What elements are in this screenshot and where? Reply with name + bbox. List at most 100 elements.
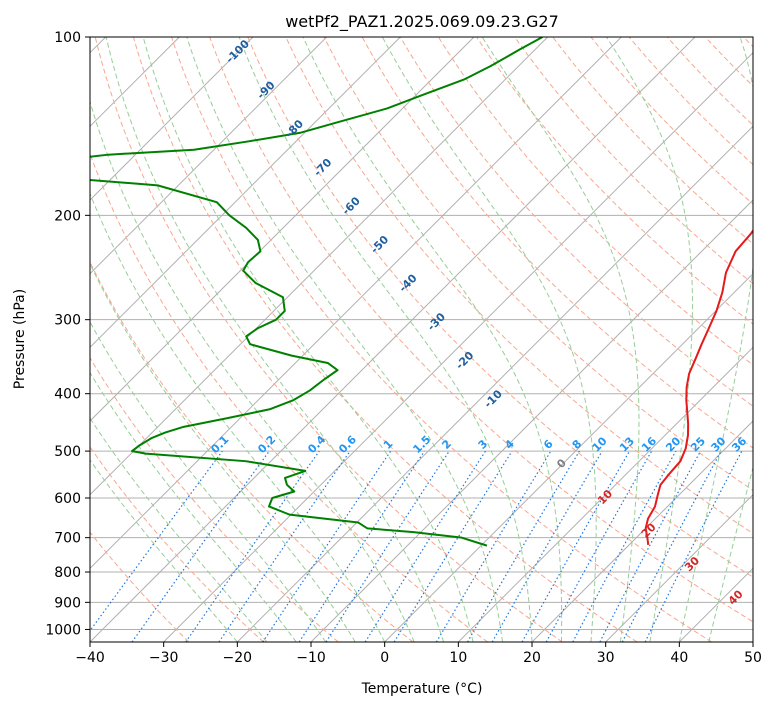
- x-tick-label: 50: [744, 650, 762, 666]
- dry-adiabat-line: [361, 37, 753, 449]
- dry-adiabat-line: [514, 37, 753, 285]
- isotherm-line: [236, 125, 753, 642]
- dry-adiabat-line: [552, 37, 753, 245]
- mixing-ratio-line: [599, 450, 702, 642]
- dry-adiabat-line: [399, 37, 753, 407]
- isotherm-line: [605, 493, 753, 642]
- moist-adiabat-line: [186, 37, 504, 642]
- temperature-profile-line: [644, 228, 753, 546]
- isotherm-line: [531, 420, 753, 642]
- moist-adiabat-line: [606, 37, 693, 642]
- x-tick-label: 0: [380, 650, 389, 666]
- y-tick-label: 1000: [45, 622, 81, 638]
- dry-adiabat-line: [438, 37, 753, 366]
- mixing-ratio-line: [393, 450, 513, 642]
- dry-adiabat-line: [90, 531, 190, 642]
- y-tick-label: 600: [54, 491, 81, 507]
- moist-adiabat-label: -60: [340, 194, 363, 217]
- y-tick-label: 400: [54, 387, 81, 403]
- isotherm-line: [163, 51, 753, 642]
- dry-adiabat-line: [628, 37, 753, 166]
- x-tick-label: 10: [449, 650, 467, 666]
- mixing-ratio-label: 3: [476, 437, 491, 452]
- isotherm-line: [90, 37, 622, 570]
- dry-adiabat-line: [90, 446, 264, 642]
- moist-adiabat-line: [90, 262, 356, 642]
- y-tick-label: 800: [54, 565, 81, 581]
- mixing-ratio-label: 0.6: [336, 433, 359, 456]
- moist-adiabat-line: [142, 37, 474, 642]
- isotherm-line: [90, 37, 696, 642]
- moist-adiabat-label: -10: [482, 387, 505, 410]
- isotherm-line: [752, 641, 753, 642]
- dry-adiabat-line: [743, 37, 753, 48]
- plot-frame: [89, 36, 754, 643]
- mixing-ratio-label: 1.5: [410, 433, 433, 456]
- x-tick-label: −10: [296, 650, 326, 666]
- isotherm-line: [90, 37, 254, 201]
- dry-adiabat-line: [590, 37, 753, 205]
- moist-adiabat-line: [90, 99, 415, 642]
- x-tick-label: 20: [523, 650, 541, 666]
- moist-adiabat-line: [90, 459, 238, 642]
- x-tick-label: 40: [670, 650, 688, 666]
- dewpoint-profile-line: [90, 37, 543, 547]
- moist-adiabat-label: -20: [453, 349, 476, 372]
- moist-adiabat-line: [678, 37, 753, 642]
- dry-adiabat-line: [171, 37, 713, 642]
- mixing-ratio-label: 0.1: [208, 433, 231, 456]
- isotherm-line: [90, 37, 549, 496]
- mixing-ratio-line: [185, 450, 320, 642]
- mixing-ratio-line: [521, 450, 631, 642]
- moist-adiabat-line: [481, 37, 640, 642]
- profiles: [90, 37, 753, 547]
- moist-adiabat-label: -80: [283, 117, 306, 140]
- x-axis: −40 −30 −20 −10 0 10 20 30 40 50: [75, 642, 762, 666]
- dry-adiabat-line: [285, 37, 753, 535]
- x-tick-label: −20: [223, 650, 253, 666]
- y-tick-label: 900: [54, 595, 81, 611]
- dry-adiabat-line: [209, 37, 753, 623]
- y-axis: 100 200 300 400 500 600 700 800 900 1000: [45, 30, 90, 638]
- mixing-ratio-label: 0.4: [305, 433, 328, 456]
- chart-title: wetPf2_PAZ1.2025.069.09.23.G27: [285, 12, 559, 32]
- mixing-ratio-line: [466, 450, 580, 642]
- x-tick-label: −40: [75, 650, 105, 666]
- mixing-ratio-line: [218, 450, 351, 642]
- moist-adiabat-line: [708, 465, 753, 642]
- dry-adiabat-label: 30: [682, 554, 702, 574]
- moist-adiabat-label: -40: [396, 271, 419, 294]
- mixing-ratio-line: [325, 450, 450, 642]
- isotherm-line: [90, 37, 401, 349]
- moist-adiabat-line: [90, 320, 327, 642]
- moist-adiabat-label: -50: [368, 233, 391, 256]
- y-tick-label: 300: [54, 313, 81, 329]
- moist-adiabat-line: [90, 192, 386, 642]
- mixing-ratio-line: [262, 450, 392, 642]
- mixing-ratio-label: 0.2: [255, 433, 278, 456]
- dry-adiabat-label: 10: [595, 487, 615, 507]
- line-labels: 0.1 0.2 0.4 0.6 1 1.5 2 3 4 6 8 10 13 16 20 25 30 36-100-…: [208, 37, 749, 608]
- background-lines: [90, 37, 753, 642]
- mixing-ratio-line: [545, 450, 653, 642]
- mixing-ratio-label: 1: [381, 437, 396, 452]
- isotherm-line: [90, 37, 475, 422]
- x-tick-label: −30: [149, 650, 179, 666]
- x-axis-label: Temperature (°C): [361, 681, 483, 697]
- dry-adiabat-line: [90, 152, 488, 642]
- plot-area: 0.1 0.2 0.4 0.6 1 1.5 2 3 4 6 8 10 13 16 20 25 30 36-100-…: [89, 36, 754, 643]
- dry-adiabat-line: [132, 37, 638, 642]
- isotherm-line: [678, 567, 753, 642]
- moist-adiabat-line: [381, 37, 597, 642]
- isotherm-line: [90, 37, 328, 275]
- dry-adiabat-label: 0: [554, 456, 569, 471]
- moist-adiabat-label: -70: [311, 156, 334, 179]
- moist-adiabat-line: [105, 37, 445, 642]
- y-tick-label: 100: [54, 30, 81, 46]
- dry-adiabat-line: [247, 37, 753, 578]
- dry-adiabat-line: [704, 37, 753, 87]
- dry-adiabat-label: 40: [726, 587, 746, 607]
- y-tick-label: 700: [54, 531, 81, 547]
- mixing-ratio-line: [131, 450, 270, 642]
